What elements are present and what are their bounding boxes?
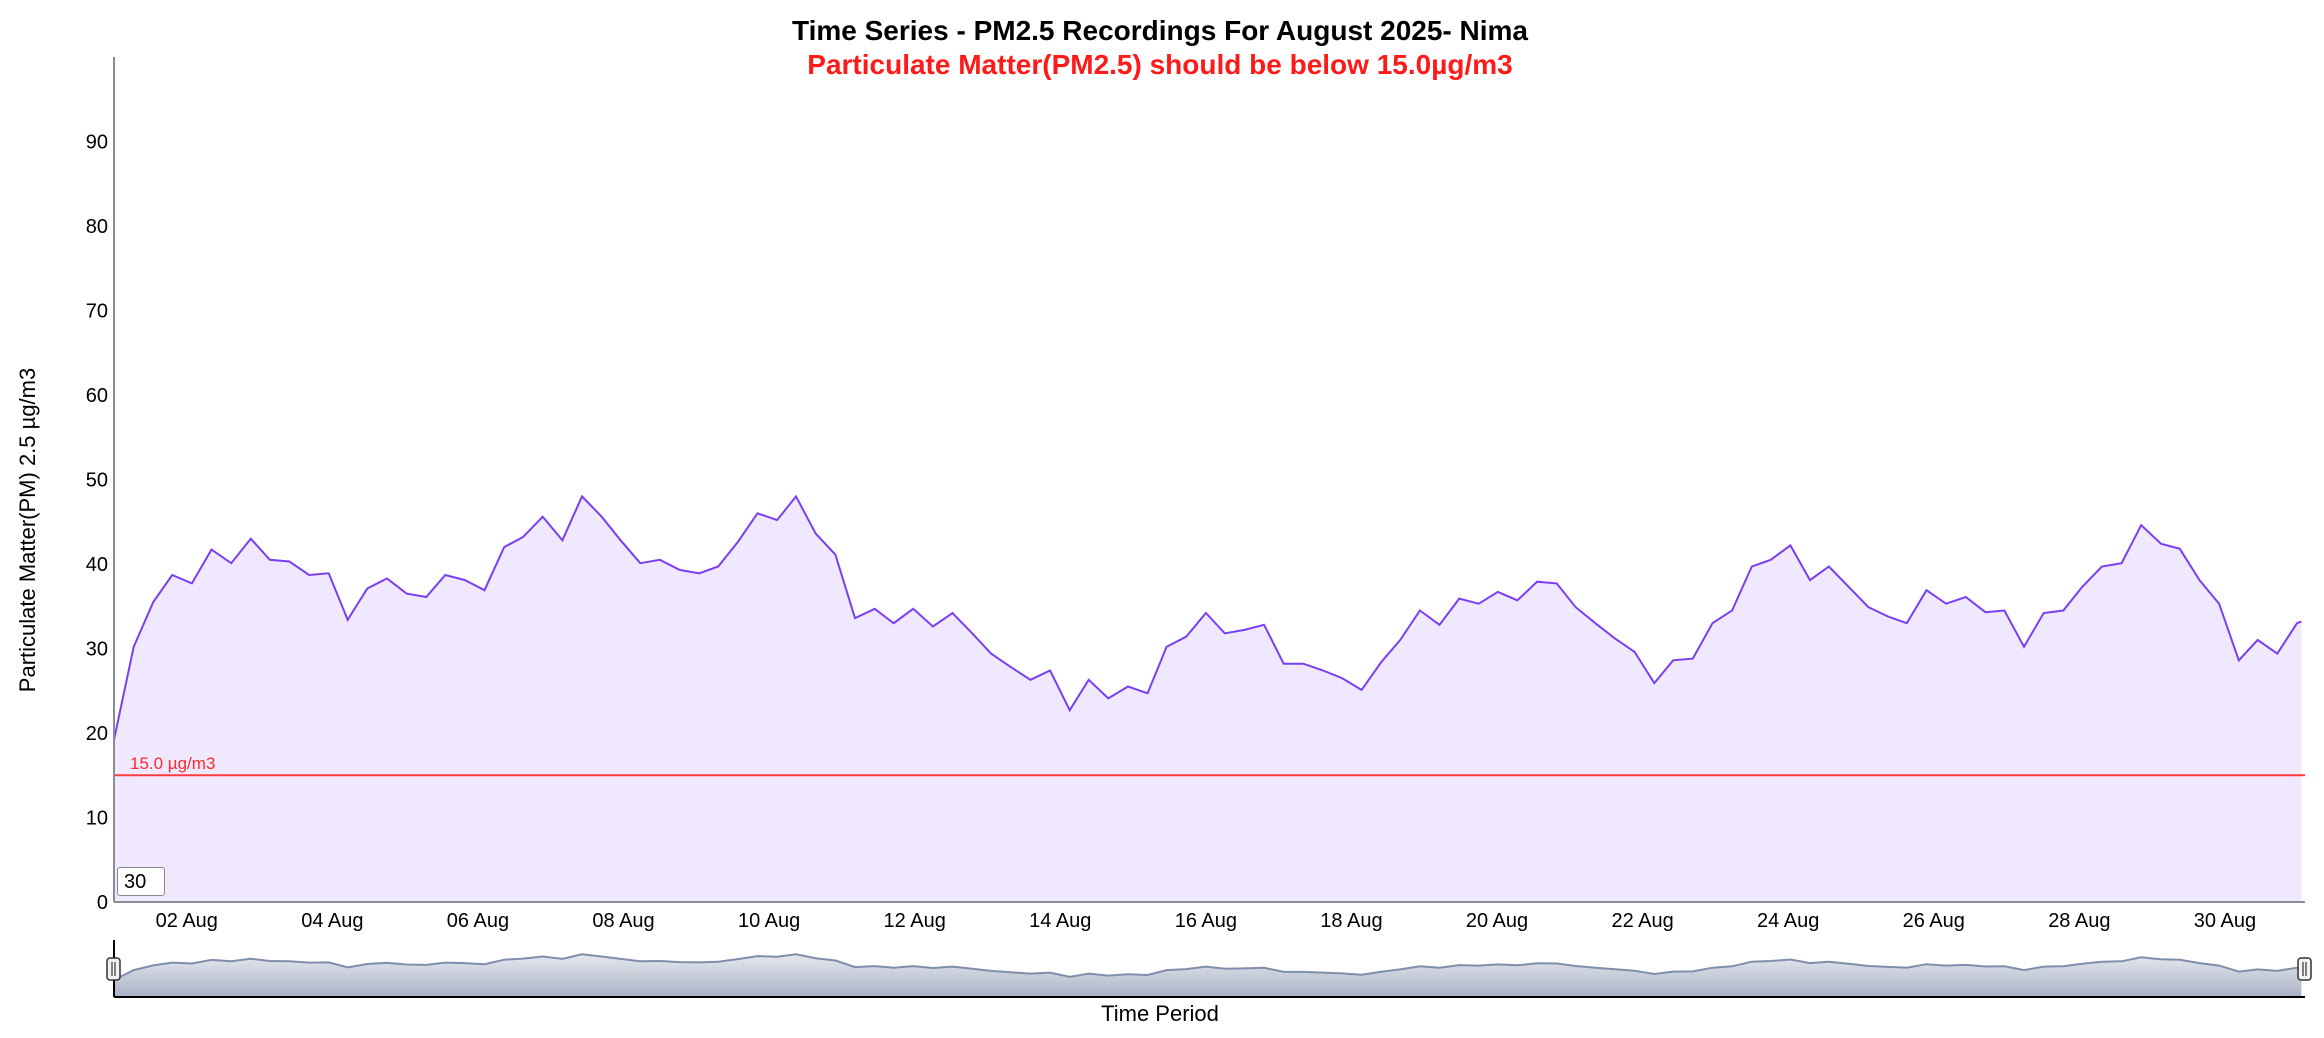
- handle-grip-icon: [106, 957, 121, 981]
- x-tick-label: 12 Aug: [884, 910, 946, 932]
- x-tick-label: 16 Aug: [1175, 910, 1237, 932]
- navigator-right-handle[interactable]: [2297, 957, 2312, 981]
- x-tick-label: 08 Aug: [592, 910, 654, 932]
- x-axis-ticks: 02 Aug 04 Aug 06 Aug 08 Aug 10 Aug 12 Aug 14 A…: [156, 910, 2256, 932]
- x-tick-label: 04 Aug: [301, 910, 363, 932]
- handle-grip-icon: [2297, 957, 2312, 981]
- x-tick-label: 14 Aug: [1029, 910, 1091, 932]
- zoom-days-input[interactable]: 30: [117, 867, 165, 896]
- x-tick-label: 24 Aug: [1757, 910, 1819, 932]
- chart-subtitle: Particulate Matter(PM2.5) should be belo…: [807, 49, 1512, 80]
- x-tick-label: 20 Aug: [1466, 910, 1528, 932]
- y-tick-label: 10: [86, 808, 108, 830]
- threshold-label: 15.0 µg/m3: [130, 754, 215, 773]
- x-tick-label: 22 Aug: [1611, 910, 1673, 932]
- series-line: [113, 494, 2302, 741]
- series-area-fill: [114, 496, 2302, 902]
- x-tick-label: 18 Aug: [1320, 910, 1382, 932]
- plot-area: [113, 57, 2305, 903]
- chart-title: Time Series - PM2.5 Recordings For Augus…: [792, 15, 1528, 46]
- navigator-left-handle[interactable]: [106, 957, 121, 981]
- x-tick-label: 02 Aug: [156, 910, 218, 932]
- y-tick-label: 80: [86, 216, 108, 238]
- y-tick-label: 0: [97, 892, 108, 914]
- y-tick-label: 40: [86, 554, 108, 576]
- navigator[interactable]: [106, 940, 2312, 998]
- y-axis-ticks: 0 10 20 30 40 50 60 70 80 90: [86, 132, 108, 915]
- y-tick-label: 20: [86, 723, 108, 745]
- y-tick-label: 50: [86, 470, 108, 492]
- y-tick-label: 60: [86, 385, 108, 407]
- x-tick-label: 06 Aug: [447, 910, 509, 932]
- y-tick-label: 70: [86, 301, 108, 323]
- y-tick-label: 30: [86, 639, 108, 661]
- y-tick-label: 90: [86, 132, 108, 154]
- navigator-line: [113, 953, 2302, 981]
- x-tick-label: 28 Aug: [2048, 910, 2110, 932]
- x-tick-label: 26 Aug: [1903, 910, 1965, 932]
- x-tick-label: 10 Aug: [738, 910, 800, 932]
- y-axis-label: Particulate Matter(PM) 2.5 µg/m3: [15, 368, 40, 692]
- navigator-area: [114, 954, 2302, 997]
- x-axis-label: Time Period: [1101, 1001, 1219, 1026]
- x-tick-label: 30 Aug: [2194, 910, 2256, 932]
